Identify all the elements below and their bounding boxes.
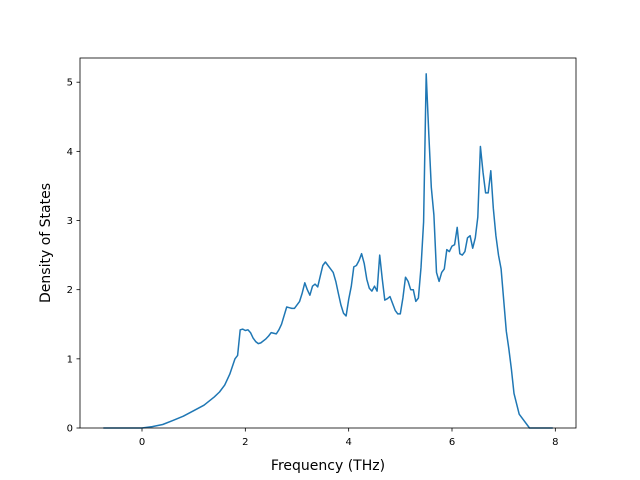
dos-series-line bbox=[103, 73, 553, 429]
ticks: 0 2 4 6 8 0 1 2 3 4 5 bbox=[67, 78, 559, 448]
y-axis-label: Density of States bbox=[38, 183, 54, 303]
x-tick-label: 2 bbox=[242, 437, 248, 448]
y-tick-label: 1 bbox=[67, 354, 73, 365]
y-tick-label: 0 bbox=[67, 424, 73, 435]
x-tick-label: 6 bbox=[449, 437, 455, 448]
y-tick-label: 3 bbox=[67, 216, 73, 227]
plot-area bbox=[80, 58, 576, 428]
y-tick-label: 2 bbox=[67, 285, 73, 296]
axes-frame bbox=[79, 57, 577, 429]
x-axis-label: Frequency (THz) bbox=[271, 458, 385, 474]
y-tick-label: 4 bbox=[67, 147, 73, 158]
x-tick-label: 8 bbox=[552, 437, 558, 448]
y-tick-label: 5 bbox=[67, 78, 73, 89]
x-tick-label: 0 bbox=[139, 437, 145, 448]
series-layer bbox=[103, 73, 553, 429]
x-tick-label: 4 bbox=[345, 437, 351, 448]
